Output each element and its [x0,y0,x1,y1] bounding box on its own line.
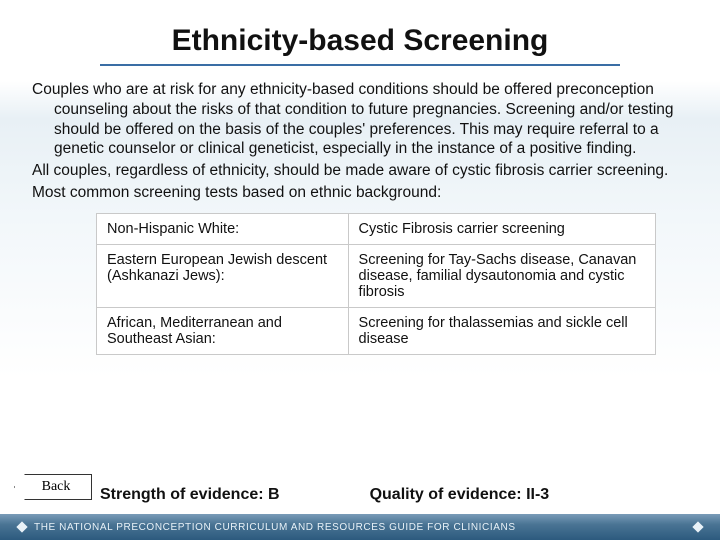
table-cell-group: Eastern European Jewish descent (Ashkana… [97,244,349,307]
paragraph-3: Most common screening tests based on eth… [32,183,688,203]
body-text-block: Couples who are at risk for any ethnicit… [0,80,720,203]
table-row: Non-Hispanic White: Cystic Fibrosis carr… [97,213,656,244]
quality-of-evidence: Quality of evidence: II-3 [370,486,550,504]
table-row: African, Mediterranean and Southeast Asi… [97,307,656,354]
evidence-row: Strength of evidence: B Quality of evide… [0,486,720,504]
strength-of-evidence: Strength of evidence: B [100,486,280,504]
slide-container: Ethnicity-based Screening Couples who ar… [0,0,720,540]
table-cell-group: African, Mediterranean and Southeast Asi… [97,307,349,354]
paragraph-1: Couples who are at risk for any ethnicit… [32,80,688,159]
diamond-icon [16,521,27,532]
title-underline [100,64,620,66]
diamond-icon [692,521,703,532]
footer-bar: THE NATIONAL PRECONCEPTION CURRICULUM AN… [0,514,720,540]
footer-text: THE NATIONAL PRECONCEPTION CURRICULUM AN… [34,522,516,533]
table-cell-test: Cystic Fibrosis carrier screening [348,213,655,244]
table-row: Eastern European Jewish descent (Ashkana… [97,244,656,307]
screening-table: Non-Hispanic White: Cystic Fibrosis carr… [96,213,656,355]
screening-table-wrap: Non-Hispanic White: Cystic Fibrosis carr… [96,213,656,355]
paragraph-2: All couples, regardless of ethnicity, sh… [32,161,688,181]
table-cell-test: Screening for Tay-Sachs disease, Canavan… [348,244,655,307]
slide-title: Ethnicity-based Screening [0,0,720,64]
table-cell-group: Non-Hispanic White: [97,213,349,244]
table-cell-test: Screening for thalassemias and sickle ce… [348,307,655,354]
